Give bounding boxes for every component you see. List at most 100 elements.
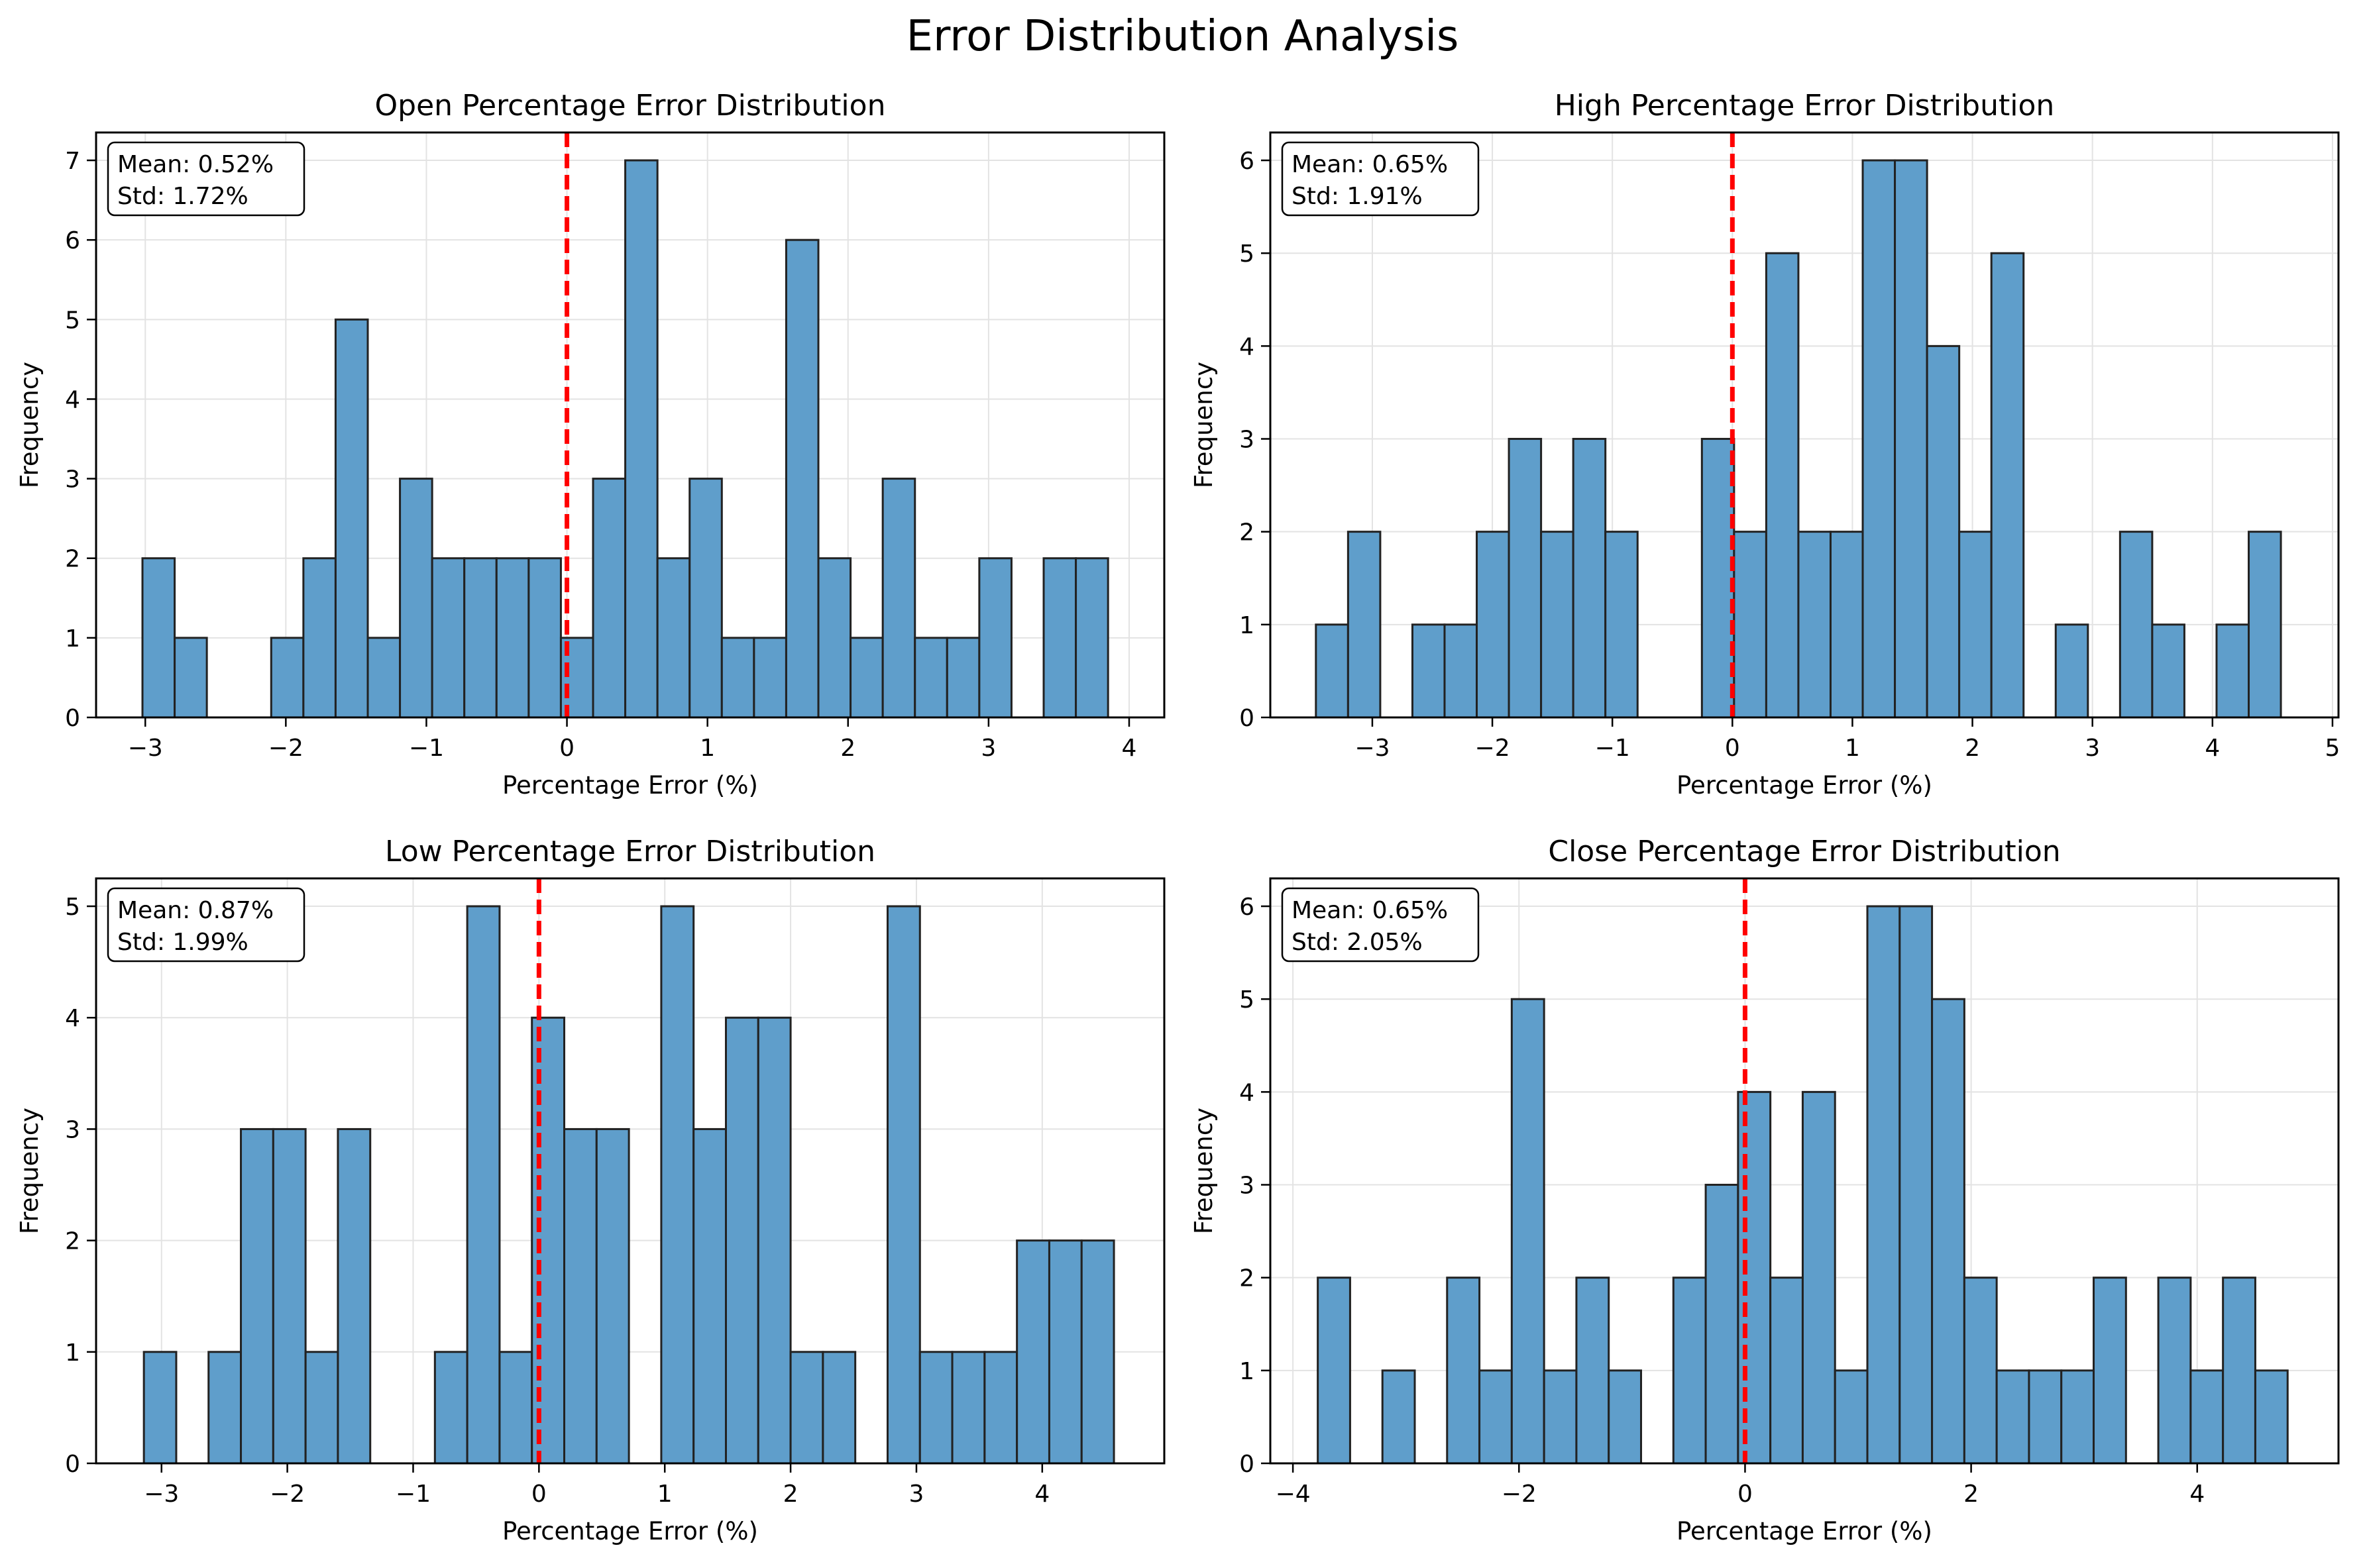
low-x-tick-label: 0 [531, 1481, 547, 1508]
high-bar [2151, 623, 2185, 719]
open-bar [624, 159, 659, 719]
close-bar [1834, 1369, 1869, 1465]
open-bar [1075, 557, 1109, 719]
high-bar [1476, 531, 1510, 719]
open-stats-mean: Mean: 0.52% [117, 151, 274, 178]
close-bar [1608, 1369, 1643, 1465]
open-y-tick-label: 5 [65, 307, 80, 334]
close-bar [1866, 905, 1901, 1465]
close-bar [2093, 1277, 2127, 1465]
close-bar [2028, 1369, 2063, 1465]
close-y-tick-label: 4 [1239, 1079, 1254, 1106]
open-bar [914, 637, 948, 719]
open-chart-title: Open Percentage Error Distribution [375, 89, 886, 123]
close-x-tick-label: −2 [1502, 1481, 1537, 1508]
high-bar [1700, 438, 1735, 719]
high-x-tick-label: 0 [1725, 735, 1740, 762]
open-bar [850, 637, 884, 719]
high-bar [1894, 159, 1928, 719]
open-stats-box [107, 141, 305, 217]
close-chart-title: Close Percentage Error Distribution [1548, 835, 2060, 868]
high-y-tick-label: 3 [1239, 427, 1254, 454]
open-bar [527, 557, 562, 719]
close-bar [1769, 1277, 1804, 1465]
open-bar [785, 238, 820, 719]
close-bar [1963, 1277, 1998, 1465]
high-bar [1315, 623, 1349, 719]
low-bar [724, 1016, 759, 1465]
low-bar [822, 1351, 857, 1465]
open-x-tick-label: 4 [1122, 735, 1137, 762]
close-bar [1478, 1369, 1513, 1465]
open-y-tick-label: 6 [65, 227, 80, 254]
open-bar [978, 557, 1013, 719]
low-bar [951, 1351, 986, 1465]
high-bar [1508, 438, 1543, 719]
high-x-tick-label: 3 [2085, 735, 2100, 762]
close-bar [1672, 1277, 1707, 1465]
low-bar [142, 1351, 178, 1465]
low-bar [983, 1351, 1018, 1465]
high-bar [1926, 344, 1961, 719]
high-bar [1604, 531, 1639, 719]
open-bar [174, 637, 208, 719]
close-bar [1446, 1277, 1481, 1465]
low-bar [337, 1127, 372, 1465]
low-bar [498, 1351, 533, 1465]
close-bar [2189, 1369, 2225, 1465]
high-bar [1829, 531, 1864, 719]
high-stats-mean: Mean: 0.65% [1292, 151, 1448, 178]
high-x-tick-label: 2 [1965, 735, 1980, 762]
open-x-tick-label: 0 [559, 735, 575, 762]
low-bar [660, 905, 695, 1465]
open-bar [495, 557, 530, 719]
low-x-tick-label: 1 [657, 1481, 673, 1508]
open-x-axis-label: Percentage Error (%) [502, 771, 758, 800]
close-bar [1995, 1369, 2030, 1465]
open-x-tick-label: −3 [128, 735, 163, 762]
low-stats-std: Std: 1.99% [117, 929, 248, 956]
open-bar [946, 637, 981, 719]
low-chart: −3 −2 −1 0 1 2 3 4 0 1 2 3 4 5 Low Percentage Error Di… [15, 835, 1166, 1545]
close-bar [1317, 1277, 1351, 1465]
close-bar [1543, 1369, 1578, 1465]
high-bar [1765, 252, 1800, 719]
low-y-tick-label: 4 [65, 1005, 80, 1032]
close-bar [1737, 1090, 1772, 1465]
close-bar [1381, 1369, 1416, 1465]
open-bar [463, 557, 498, 719]
high-axes-frame [1269, 131, 2340, 719]
low-x-tick-label: −3 [144, 1481, 179, 1508]
close-y-tick-label: 5 [1239, 986, 1254, 1014]
close-bar [2060, 1369, 2095, 1465]
high-x-axis-label: Percentage Error (%) [1677, 771, 1932, 800]
low-bar [272, 1127, 307, 1465]
low-bar [563, 1127, 598, 1465]
high-bar [1733, 531, 1767, 719]
open-bar [720, 637, 755, 719]
low-x-tick-label: 4 [1034, 1481, 1050, 1508]
low-y-tick-label: 5 [65, 894, 80, 921]
high-stats-box [1281, 141, 1480, 217]
high-bar [1990, 252, 2025, 719]
low-stats-box [107, 887, 305, 963]
open-bar [366, 637, 402, 719]
close-bar [1510, 998, 1545, 1465]
high-x-tick-label: −3 [1354, 735, 1390, 762]
high-y-tick-label: 1 [1239, 612, 1254, 639]
low-y-axis-label: Frequency [15, 1108, 44, 1234]
open-x-tick-label: −2 [268, 735, 303, 762]
open-y-tick-label: 0 [65, 705, 80, 732]
open-bar [334, 318, 369, 719]
open-bar [817, 557, 852, 719]
high-chart: −3 −2 −1 0 1 2 3 4 5 0 1 2 3 4 5 6 High Percentage Error… [1189, 89, 2340, 800]
close-y-tick-label: 3 [1239, 1173, 1254, 1200]
open-x-tick-label: 2 [840, 735, 855, 762]
high-bar [1572, 438, 1607, 719]
open-bar [688, 478, 723, 719]
high-y-tick-label: 6 [1239, 148, 1254, 175]
open-bar [1042, 557, 1077, 719]
open-x-tick-label: 1 [700, 735, 715, 762]
low-x-tick-label: 3 [909, 1481, 924, 1508]
